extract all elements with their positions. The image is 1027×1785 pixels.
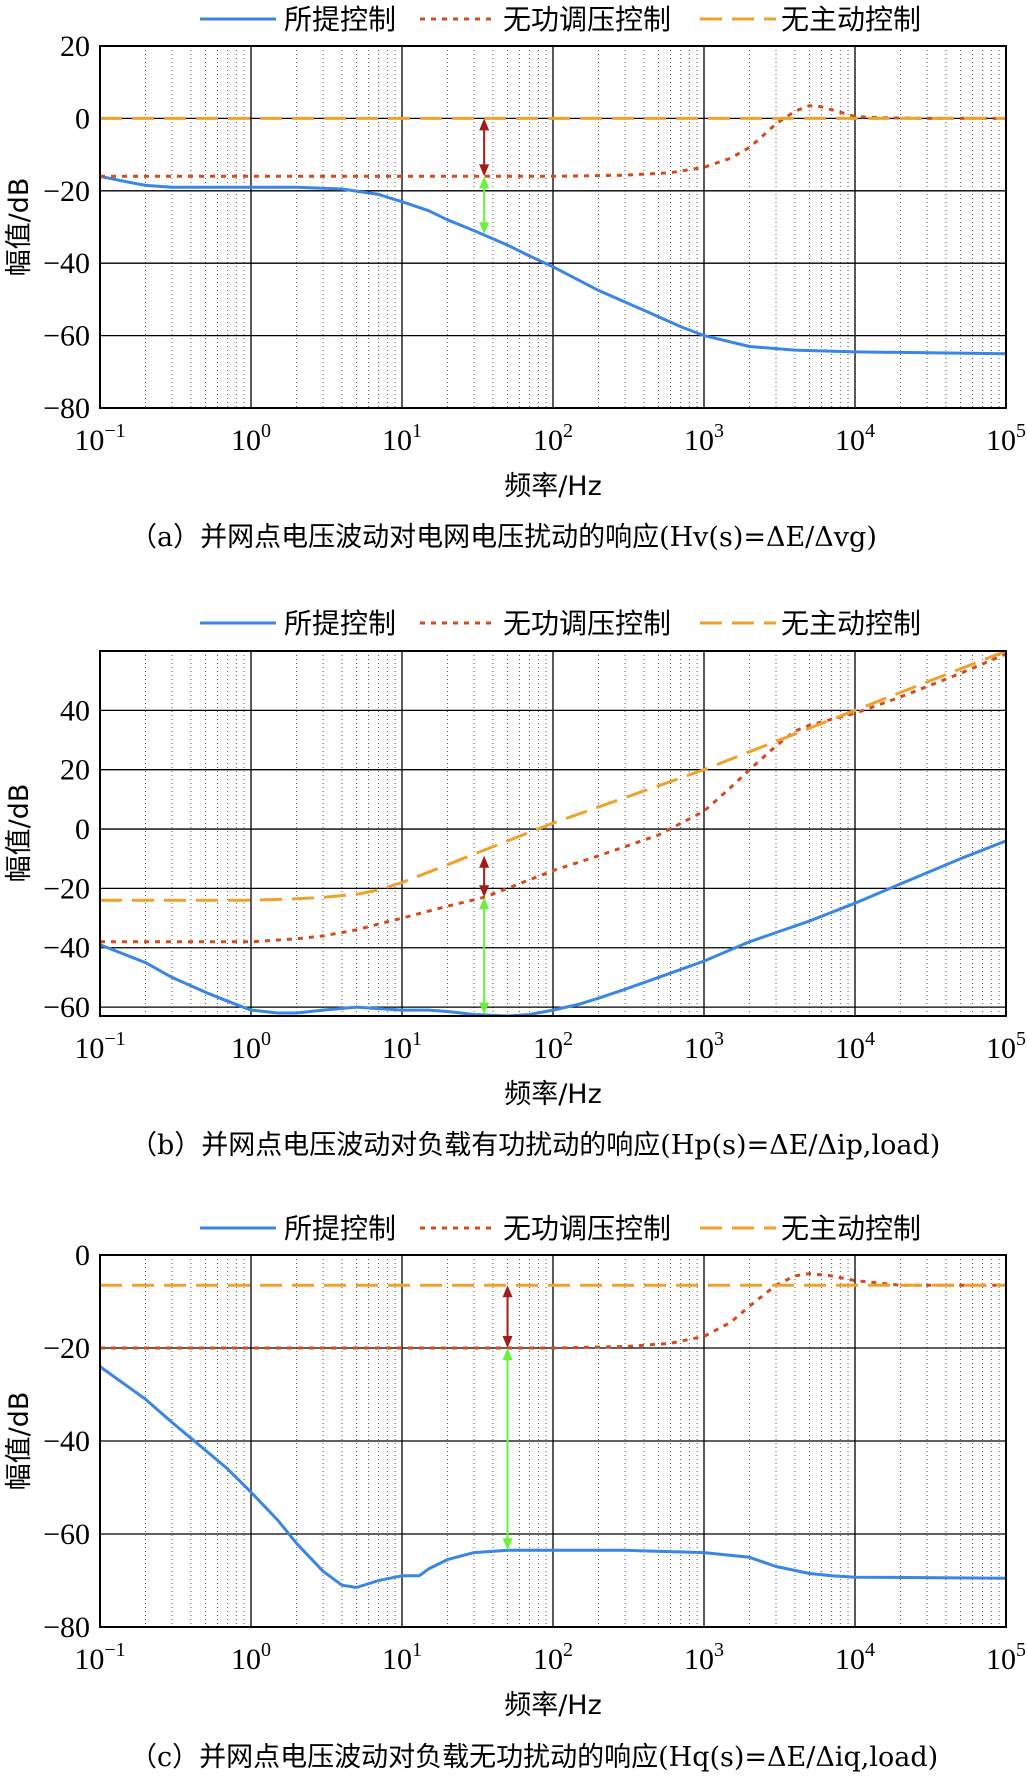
legend-b: 所提控制 无功调压控制 无主动控制 bbox=[200, 607, 921, 640]
ylabel-c: 幅值/dB bbox=[4, 1392, 35, 1491]
ylabel-a: 幅值/dB bbox=[4, 178, 35, 277]
grid bbox=[99, 1254, 1007, 1628]
difference-arrow-red bbox=[502, 1285, 513, 1348]
legend-label-none: 无主动控制 bbox=[781, 607, 921, 640]
ylabel-b: 幅值/dB bbox=[4, 784, 35, 883]
axes-a: −80 −60 −40 −20 0 20 10−1 100 101 102 103 104 105 bbox=[43, 30, 1026, 457]
series-group bbox=[100, 651, 1006, 1016]
caption-c: （c）并网点电压波动对负载无功扰动的响应(Hq(s)=ΔE/Δiq,load) bbox=[130, 1742, 938, 1773]
y-tick-label: −40 bbox=[43, 932, 90, 965]
y-tick-label: −20 bbox=[43, 1332, 90, 1365]
y-tick-label: −60 bbox=[43, 1518, 90, 1551]
legend-c: 所提控制 无功调压控制 无主动控制 bbox=[200, 1212, 921, 1245]
y-tick-label: −20 bbox=[43, 175, 90, 208]
legend-label-none: 无主动控制 bbox=[781, 3, 921, 36]
caption-b: （b）并网点电压波动对负载有功扰动的响应(Hp(s)=ΔE/Δip,load) bbox=[130, 1130, 940, 1161]
x-tick-label: 10−1 bbox=[74, 1639, 125, 1676]
x-tick-label: 104 bbox=[835, 420, 875, 457]
y-tick-label: 0 bbox=[75, 813, 90, 846]
legend-label-reactive: 无功调压控制 bbox=[503, 607, 671, 640]
series-group bbox=[100, 104, 1006, 356]
y-tick-label: 20 bbox=[60, 30, 90, 63]
legend-label-none: 无主动控制 bbox=[781, 1212, 921, 1245]
x-tick-label: 105 bbox=[986, 1028, 1026, 1065]
legend-label-proposed: 所提控制 bbox=[284, 3, 396, 36]
plot-frame bbox=[99, 45, 1007, 409]
series-line-proposed bbox=[100, 174, 1006, 356]
y-tick-label: −60 bbox=[43, 991, 90, 1024]
x-tick-label: 100 bbox=[231, 420, 271, 457]
x-tick-label: 103 bbox=[684, 420, 724, 457]
y-tick-label: 0 bbox=[75, 102, 90, 135]
x-tick-label: 101 bbox=[382, 420, 422, 457]
x-tick-label: 10−1 bbox=[74, 1028, 125, 1065]
x-tick-label: 104 bbox=[835, 1639, 875, 1676]
legend-label-proposed: 所提控制 bbox=[284, 607, 396, 640]
x-tick-label: 100 bbox=[231, 1639, 271, 1676]
x-tick-label: 100 bbox=[231, 1028, 271, 1065]
difference-arrow-green bbox=[479, 176, 490, 235]
difference-arrow-green bbox=[502, 1348, 513, 1551]
xlabel-c: 频率/Hz bbox=[504, 1690, 602, 1721]
legend-label-reactive: 无功调压控制 bbox=[503, 3, 671, 36]
x-tick-label: 103 bbox=[684, 1639, 724, 1676]
x-tick-label: 105 bbox=[986, 420, 1026, 457]
x-tick-label: 104 bbox=[835, 1028, 875, 1065]
grid bbox=[99, 45, 1007, 409]
x-tick-label: 10−1 bbox=[74, 420, 125, 457]
difference-arrow-green bbox=[479, 897, 490, 1015]
y-tick-label: 0 bbox=[75, 1239, 90, 1272]
series-line-proposed bbox=[100, 1365, 1006, 1589]
y-tick-label: −80 bbox=[43, 392, 90, 425]
y-tick-label: −80 bbox=[43, 1611, 90, 1644]
series-line-proposed bbox=[100, 839, 1006, 1016]
plot-frame bbox=[99, 1254, 1007, 1628]
legend-label-reactive: 无功调压控制 bbox=[503, 1212, 671, 1245]
panel-c: 所提控制 无功调压控制 无主动控制 −80 −60 −40 −20 0 10−1 100 10… bbox=[4, 1212, 1026, 1773]
y-tick-label: 20 bbox=[60, 754, 90, 787]
difference-arrow-red bbox=[479, 855, 490, 898]
series-line-reactive bbox=[100, 1272, 1006, 1350]
x-tick-label: 101 bbox=[382, 1639, 422, 1676]
panel-a: 所提控制 无功调压控制 无主动控制 −80 −60 −40 −20 0 20 10−1 100… bbox=[4, 3, 1026, 553]
legend-label-proposed: 所提控制 bbox=[284, 1212, 396, 1245]
y-tick-label: 40 bbox=[60, 694, 90, 727]
legend-a: 所提控制 无功调压控制 无主动控制 bbox=[200, 3, 921, 36]
series-line-reactive bbox=[100, 652, 1006, 944]
x-tick-label: 101 bbox=[382, 1028, 422, 1065]
series-line-none bbox=[100, 651, 1006, 902]
xlabel-a: 频率/Hz bbox=[504, 471, 602, 502]
x-tick-label: 102 bbox=[533, 1028, 573, 1065]
x-tick-label: 102 bbox=[533, 420, 573, 457]
x-tick-label: 105 bbox=[986, 1639, 1026, 1676]
y-tick-label: −20 bbox=[43, 872, 90, 905]
axes-c: −80 −60 −40 −20 0 10−1 100 101 102 103 104 105 bbox=[43, 1239, 1026, 1676]
series-line-reactive bbox=[100, 104, 1006, 178]
x-tick-label: 103 bbox=[684, 1028, 724, 1065]
x-tick-label: 102 bbox=[533, 1639, 573, 1676]
difference-arrow-red bbox=[479, 118, 490, 177]
xlabel-b: 频率/Hz bbox=[504, 1079, 602, 1110]
series-group bbox=[100, 1272, 1006, 1589]
axes-b: −60 −40 −20 0 20 40 10−1 100 101 102 103 104 105 bbox=[43, 650, 1026, 1065]
y-tick-label: −40 bbox=[43, 1425, 90, 1458]
plot-frame bbox=[99, 650, 1007, 1017]
panel-b: 所提控制 无功调压控制 无主动控制 −60 −40 −20 0 20 40 10−1 100 1… bbox=[4, 607, 1026, 1161]
caption-a: （a）并网点电压波动对电网电压扰动的响应(Hv(s)=ΔE/Δvg) bbox=[130, 522, 877, 553]
y-tick-label: −40 bbox=[43, 247, 90, 280]
y-tick-label: −60 bbox=[43, 320, 90, 353]
